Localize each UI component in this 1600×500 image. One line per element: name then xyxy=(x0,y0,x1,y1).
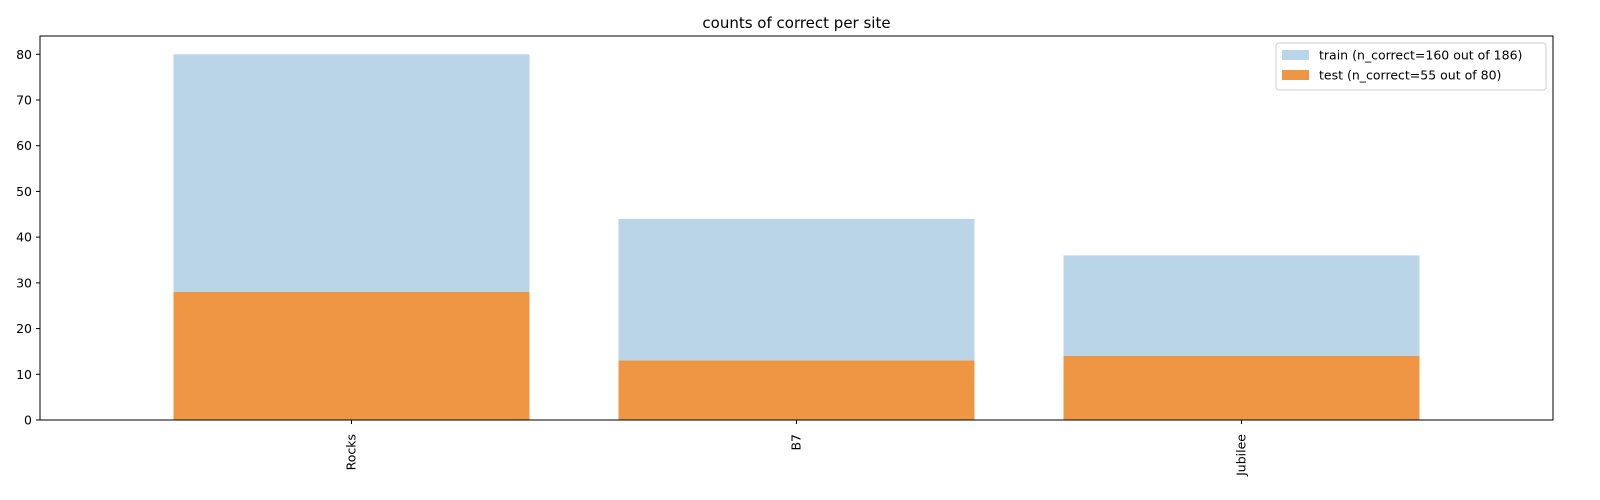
y-tick-label: 70 xyxy=(16,93,32,108)
y-tick-label: 10 xyxy=(16,367,32,382)
legend-box xyxy=(1275,42,1547,91)
x-tick-label: B7 xyxy=(789,434,804,451)
x-axis: Rocks B7 Jubilee xyxy=(344,420,1249,477)
legend-swatch xyxy=(1282,50,1309,60)
x-tick-label: Jubilee xyxy=(1234,434,1249,477)
legend-label: train (n_correct=160 out of 186) xyxy=(1319,48,1522,63)
plot-frame xyxy=(39,35,1554,421)
bar-test-b7 xyxy=(618,360,975,420)
bar-test-jubilee xyxy=(1063,356,1420,420)
bar-test-rocks xyxy=(173,292,530,420)
y-tick-label: 80 xyxy=(16,47,32,62)
legend-label: test (n_correct=55 out of 80) xyxy=(1319,68,1501,83)
x-tick-label: Rocks xyxy=(344,434,359,470)
bars-layer xyxy=(173,54,1420,421)
y-tick-label: 20 xyxy=(16,321,32,336)
y-tick-label: 60 xyxy=(16,138,32,153)
y-axis: 0 10 20 30 40 50 60 70 80 xyxy=(16,47,40,428)
legend: train (n_correct=160 out of 186) test (n_… xyxy=(1275,42,1547,91)
legend-swatch xyxy=(1282,70,1309,80)
y-tick-label: 40 xyxy=(16,230,32,245)
y-tick-label: 0 xyxy=(24,413,32,428)
y-tick-label: 50 xyxy=(16,184,32,199)
y-tick-label: 30 xyxy=(16,275,32,290)
chart-title: counts of correct per site xyxy=(702,14,890,32)
